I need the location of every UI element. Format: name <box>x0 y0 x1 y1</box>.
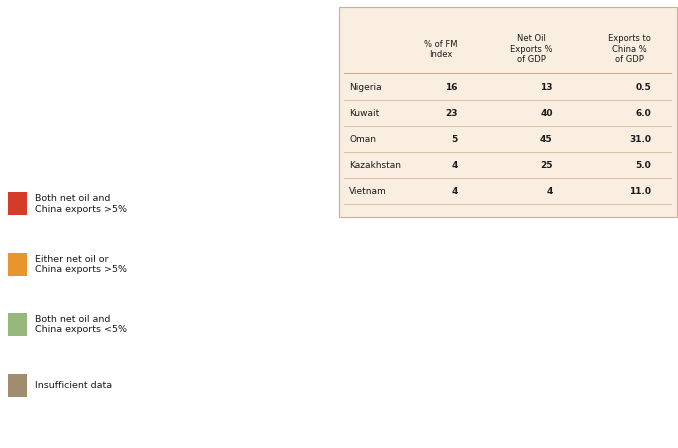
Text: 16: 16 <box>445 83 458 92</box>
Text: 11.0: 11.0 <box>629 187 651 196</box>
Text: 4: 4 <box>452 187 458 196</box>
Text: Either net oil or
China exports >5%: Either net oil or China exports >5% <box>35 254 127 274</box>
Text: Vietnam: Vietnam <box>349 187 387 196</box>
Text: 25: 25 <box>540 161 553 170</box>
Text: 4: 4 <box>452 161 458 170</box>
FancyBboxPatch shape <box>339 7 677 217</box>
FancyBboxPatch shape <box>8 253 27 276</box>
Text: Kazakhstan: Kazakhstan <box>349 161 401 170</box>
Text: 23: 23 <box>445 109 458 118</box>
Text: Net Oil
Exports %
of GDP: Net Oil Exports % of GDP <box>510 34 553 64</box>
Text: Both net oil and
China exports >5%: Both net oil and China exports >5% <box>35 194 127 214</box>
Text: Both net oil and
China exports <5%: Both net oil and China exports <5% <box>35 315 127 335</box>
Text: Oman: Oman <box>349 135 376 144</box>
Text: Exports to
China %
of GDP: Exports to China % of GDP <box>608 34 651 64</box>
Text: 0.5: 0.5 <box>635 83 651 92</box>
Text: % of FM
Index: % of FM Index <box>424 39 458 59</box>
Text: 31.0: 31.0 <box>629 135 651 144</box>
FancyBboxPatch shape <box>8 313 27 336</box>
FancyBboxPatch shape <box>8 192 27 215</box>
Text: 5: 5 <box>452 135 458 144</box>
FancyBboxPatch shape <box>8 374 27 397</box>
Text: 13: 13 <box>540 83 553 92</box>
Text: 5.0: 5.0 <box>635 161 651 170</box>
Text: 40: 40 <box>540 109 553 118</box>
Text: Kuwait: Kuwait <box>349 109 380 118</box>
Text: Insufficient data: Insufficient data <box>35 381 113 390</box>
Text: 4: 4 <box>546 187 553 196</box>
Text: Nigeria: Nigeria <box>349 83 382 92</box>
Text: 45: 45 <box>540 135 553 144</box>
Text: 6.0: 6.0 <box>635 109 651 118</box>
